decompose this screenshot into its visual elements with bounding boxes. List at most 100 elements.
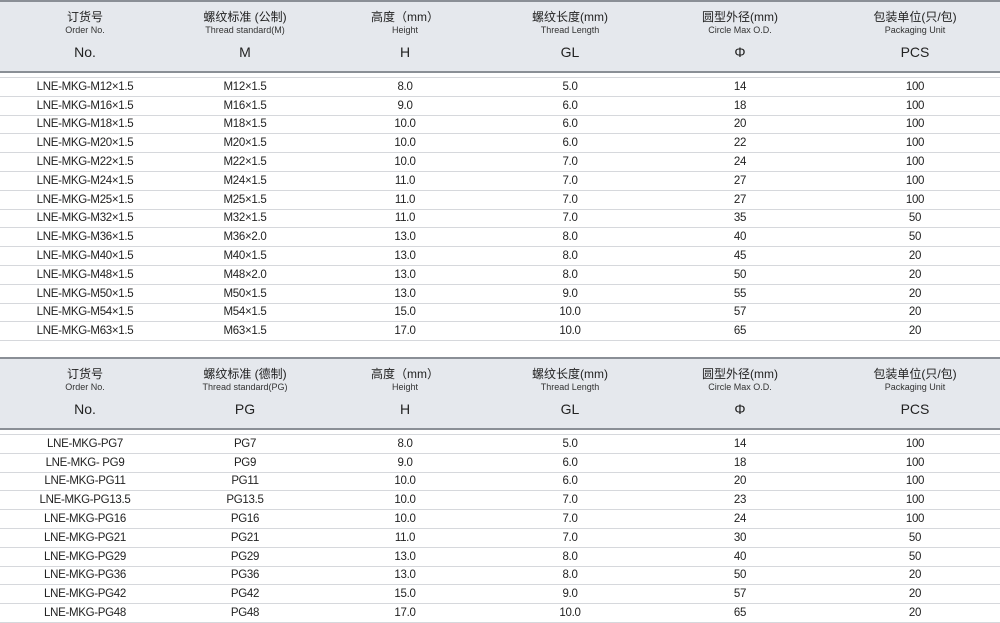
cell-order-no: LNE-MKG-M25×1.5 bbox=[0, 190, 170, 210]
cell-thread: M32×1.5 bbox=[170, 209, 320, 229]
header-symbol: GL bbox=[560, 44, 580, 60]
cell-thread-length: 7.0 bbox=[490, 528, 650, 548]
cell-thread: PG16 bbox=[170, 509, 320, 529]
cell-outer-diameter: 40 bbox=[650, 227, 830, 248]
cell-outer-diameter: 22 bbox=[650, 133, 830, 154]
header-thread: 螺纹标准 (公制) Thread standard(M) M bbox=[170, 0, 320, 73]
cell-thread-length: 6.0 bbox=[490, 453, 650, 473]
cell-thread-length: 6.0 bbox=[490, 115, 650, 135]
cell-outer-diameter: 57 bbox=[650, 584, 830, 605]
cell-order-no: LNE-MKG-PG16 bbox=[0, 509, 170, 529]
cell-height: 13.0 bbox=[320, 227, 490, 248]
cell-packaging-unit: 50 bbox=[830, 528, 1000, 548]
cell-outer-diameter: 14 bbox=[650, 77, 830, 97]
header-en: Thread Length bbox=[540, 25, 600, 35]
header-en: Order No. bbox=[65, 25, 105, 35]
table-row: LNE-MKG-PG13.5 PG13.5 10.0 7.0 23 100 bbox=[0, 490, 1000, 511]
header-thread: 螺纹标准 (德制) Thread standard(PG) PG bbox=[170, 357, 320, 430]
header-packaging-unit: 包装单位(只/包) Packaging Unit PCS bbox=[830, 357, 1000, 430]
cell-thread-length: 8.0 bbox=[490, 566, 650, 586]
cell-order-no: LNE-MKG-M24×1.5 bbox=[0, 171, 170, 191]
cell-height: 11.0 bbox=[320, 209, 490, 229]
header-en: Packaging Unit bbox=[884, 382, 946, 392]
header-outer-diameter: 圆型外径(mm) Circle Max O.D. Φ bbox=[650, 0, 830, 73]
cell-order-no: LNE-MKG-PG48 bbox=[0, 603, 170, 623]
cell-outer-diameter: 23 bbox=[650, 490, 830, 511]
cell-order-no: LNE-MKG-M12×1.5 bbox=[0, 77, 170, 97]
table-row: LNE-MKG-M54×1.5 M54×1.5 15.0 10.0 57 20 bbox=[0, 303, 1000, 323]
header-en: Thread standard(M) bbox=[205, 25, 285, 35]
cell-outer-diameter: 65 bbox=[650, 603, 830, 623]
pg-thread-table: 订货号 Order No. No. 螺纹标准 (德制) Thread standard(… bbox=[0, 357, 1000, 623]
cell-outer-diameter: 27 bbox=[650, 190, 830, 210]
cell-thread-length: 5.0 bbox=[490, 77, 650, 97]
header-outer-diameter: 圆型外径(mm) Circle Max O.D. Φ bbox=[650, 357, 830, 430]
header-cn: 高度（mm） bbox=[371, 367, 439, 381]
cell-thread-length: 8.0 bbox=[490, 265, 650, 285]
cell-height: 8.0 bbox=[320, 77, 490, 97]
cell-packaging-unit: 100 bbox=[830, 509, 1000, 529]
cell-packaging-unit: 100 bbox=[830, 115, 1000, 135]
cell-thread: M16×1.5 bbox=[170, 96, 320, 116]
cell-thread: PG36 bbox=[170, 566, 320, 586]
cell-thread-length: 6.0 bbox=[490, 472, 650, 492]
cell-order-no: LNE-MKG- PG9 bbox=[0, 453, 170, 473]
cell-thread-length: 7.0 bbox=[490, 190, 650, 210]
cell-order-no: LNE-MKG-M54×1.5 bbox=[0, 303, 170, 323]
cell-order-no: LNE-MKG-M22×1.5 bbox=[0, 152, 170, 172]
cell-thread: PG13.5 bbox=[170, 490, 320, 511]
cell-height: 11.0 bbox=[320, 528, 490, 548]
header-thread-length: 螺纹长度(mm) Thread Length GL bbox=[490, 357, 650, 430]
header-en: Circle Max O.D. bbox=[708, 25, 772, 35]
cell-packaging-unit: 100 bbox=[830, 96, 1000, 116]
cell-height: 13.0 bbox=[320, 284, 490, 304]
header-cn: 订货号 bbox=[66, 10, 103, 24]
cell-height: 13.0 bbox=[320, 566, 490, 586]
cell-thread: M36×2.0 bbox=[170, 227, 320, 248]
metric-thread-table: 订货号 Order No. No. 螺纹标准 (公制) Thread standard(… bbox=[0, 0, 1000, 342]
cell-thread: PG29 bbox=[170, 547, 320, 567]
cell-packaging-unit: 100 bbox=[830, 190, 1000, 210]
header-symbol: Φ bbox=[734, 401, 746, 417]
header-symbol: GL bbox=[560, 401, 580, 417]
cell-thread: M22×1.5 bbox=[170, 152, 320, 172]
cell-thread: M54×1.5 bbox=[170, 303, 320, 323]
cell-order-no: LNE-MKG-M36×1.5 bbox=[0, 227, 170, 248]
table-row: LNE-MKG-PG11 PG11 10.0 6.0 20 100 bbox=[0, 472, 1000, 492]
cell-packaging-unit: 100 bbox=[830, 453, 1000, 473]
table-row: LNE-MKG-M63×1.5 M63×1.5 17.0 10.0 65 20 bbox=[0, 321, 1000, 342]
cell-height: 15.0 bbox=[320, 584, 490, 605]
cell-thread-length: 8.0 bbox=[490, 246, 650, 266]
header-cn: 螺纹标准 (公制) bbox=[203, 10, 287, 24]
cell-packaging-unit: 100 bbox=[830, 434, 1000, 454]
cell-height: 10.0 bbox=[320, 490, 490, 511]
cell-outer-diameter: 65 bbox=[650, 321, 830, 342]
table-row: LNE-MKG-PG42 PG42 15.0 9.0 57 20 bbox=[0, 584, 1000, 605]
cell-outer-diameter: 57 bbox=[650, 303, 830, 323]
cell-thread: PG7 bbox=[170, 434, 320, 454]
cell-order-no: LNE-MKG-M48×1.5 bbox=[0, 265, 170, 285]
cell-outer-diameter: 35 bbox=[650, 209, 830, 229]
cell-thread-length: 9.0 bbox=[490, 284, 650, 304]
cell-thread: M63×1.5 bbox=[170, 321, 320, 342]
cell-thread: M40×1.5 bbox=[170, 246, 320, 266]
cell-height: 10.0 bbox=[320, 472, 490, 492]
cell-packaging-unit: 50 bbox=[830, 209, 1000, 229]
cell-outer-diameter: 20 bbox=[650, 472, 830, 492]
header-cn: 螺纹长度(mm) bbox=[532, 367, 608, 381]
header-height: 高度（mm） Height H bbox=[320, 357, 490, 430]
cell-height: 9.0 bbox=[320, 453, 490, 473]
table-row: LNE-MKG-PG21 PG21 11.0 7.0 30 50 bbox=[0, 528, 1000, 548]
header-order-no: 订货号 Order No. No. bbox=[0, 357, 170, 430]
cell-thread: M48×2.0 bbox=[170, 265, 320, 285]
table-row: LNE-MKG- PG9 PG9 9.0 6.0 18 100 bbox=[0, 453, 1000, 473]
header-symbol: H bbox=[399, 401, 411, 417]
cell-packaging-unit: 50 bbox=[830, 227, 1000, 248]
header-en: Thread Length bbox=[540, 382, 600, 392]
cell-outer-diameter: 40 bbox=[650, 547, 830, 567]
cell-thread-length: 10.0 bbox=[490, 303, 650, 323]
header-en: Thread standard(PG) bbox=[202, 382, 288, 392]
cell-order-no: LNE-MKG-PG11 bbox=[0, 472, 170, 492]
header-cn: 圆型外径(mm) bbox=[702, 10, 778, 24]
cell-height: 10.0 bbox=[320, 152, 490, 172]
